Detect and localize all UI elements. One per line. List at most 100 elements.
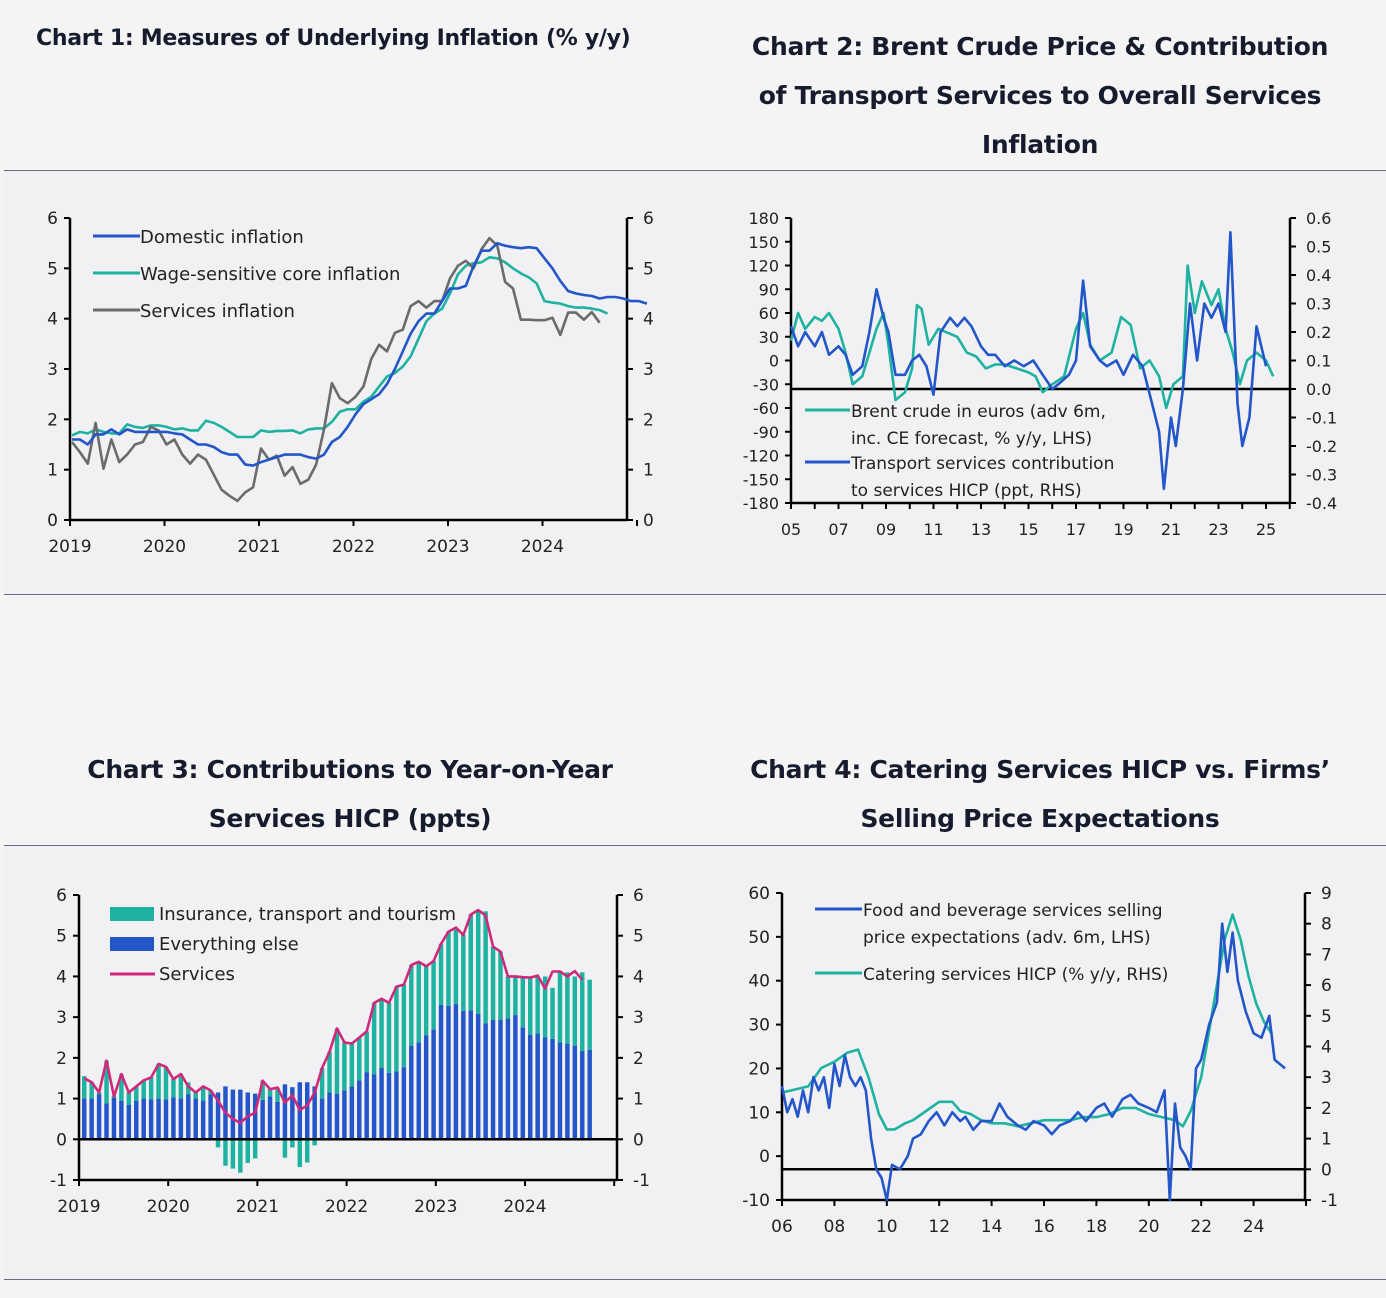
separator-top	[4, 170, 1386, 171]
chart3-bar-everything-else	[535, 1033, 540, 1140]
chart2-y-tick-label: 90	[759, 280, 779, 299]
chart3-bar-everything-else	[379, 1068, 384, 1140]
chart3-legend-swatch-insurance	[110, 907, 154, 921]
chart3-bar-everything-else	[550, 1038, 555, 1140]
chart2-x-tick-label: 09	[876, 520, 896, 539]
chart2-y2-tick-label: -0.2	[1306, 437, 1337, 456]
chart3-title-line2: Services HICP (ppts)	[208, 804, 492, 833]
chart4-y2-tick-label: 2	[1321, 1099, 1332, 1119]
chart4-x-tick-label: 24	[1243, 1217, 1265, 1237]
chart4-y-tick-label: 20	[748, 1059, 770, 1079]
chart3-bar-insurance-transport-tourism	[431, 960, 436, 1030]
chart4-x-tick-label: 10	[876, 1217, 898, 1237]
chart3-bar-everything-else	[89, 1098, 94, 1140]
chart4-title-line1: Chart 4: Catering Services HICP vs. Firm…	[750, 755, 1330, 784]
chart4-x-tick-label: 18	[1086, 1217, 1108, 1237]
chart3-y-tick-label: 0	[56, 1130, 67, 1150]
chart4-y-tick-label: 60	[748, 884, 770, 904]
chart1-x-tick-label: 2020	[143, 537, 186, 557]
chart1-legend-label: Services inflation	[140, 301, 295, 322]
chart4-title-line2: Selling Price Expectations	[860, 804, 1220, 833]
chart3-bar-insurance-transport-tourism	[334, 1028, 340, 1094]
chart3-bar-everything-else	[423, 1035, 429, 1140]
chart1-y2-tick-label: 4	[643, 310, 654, 330]
chart3-bar-insurance-transport-tourism	[416, 961, 421, 1043]
chart4-y-tick-label: 40	[748, 972, 770, 992]
chart3-bar-everything-else	[468, 1010, 473, 1140]
chart4-legend-label: Catering services HICP (% y/y, RHS)	[863, 965, 1168, 985]
chart3-bar-everything-else	[513, 1015, 518, 1140]
chart1-x-tick-label: 2019	[48, 537, 91, 557]
chart2-legend-label: Brent crude in euros (adv 6m,	[851, 402, 1106, 422]
chart3-bar-insurance-transport-tourism	[171, 1079, 176, 1098]
chart3-bar-insurance-transport-tourism	[290, 1139, 295, 1148]
chart3-bar-insurance-transport-tourism	[580, 972, 585, 1051]
chart2-y2-tick-label: 0.3	[1306, 295, 1331, 314]
chart1-y-tick-label: 4	[47, 310, 58, 330]
chart3-bar-insurance-transport-tourism	[89, 1082, 94, 1099]
chart4-title: Chart 4: Catering Services HICP vs. Firm…	[720, 745, 1360, 843]
chart1-y2-tick-label: 5	[643, 259, 654, 279]
chart2-x-tick-label: 17	[1066, 520, 1086, 539]
chart3-bar-everything-else	[528, 1034, 533, 1140]
chart3-series-services	[83, 908, 584, 1125]
chart1-x-tick-label: 2023	[426, 537, 469, 557]
chart1-series-wage-sensitive-core-inflation	[71, 256, 609, 439]
chart3-y-tick-label: 4	[56, 967, 67, 987]
chart3-bar-everything-else	[186, 1094, 191, 1140]
chart2-series-transport-contribution	[789, 231, 1268, 491]
chart2-legend-label: Transport services contribution	[850, 454, 1114, 474]
chart3-y-tick-label: 2	[56, 1049, 67, 1069]
chart2-y-tick-label: -150	[743, 470, 779, 489]
chart4-y-tick-label: 30	[748, 1016, 770, 1036]
chart3-y2-tick-label: -1	[633, 1171, 650, 1191]
chart3-title-line1: Chart 3: Contributions to Year-on-Year	[87, 755, 613, 784]
chart2-y-tick-label: -30	[753, 375, 779, 394]
chart2-y-tick-label: 0	[769, 352, 779, 371]
chart3-bar-insurance-transport-tourism	[223, 1139, 228, 1166]
chart3-bar-insurance-transport-tourism	[565, 972, 570, 1044]
chart3-bar-everything-else	[371, 1074, 377, 1140]
chart3-bar-everything-else	[461, 1011, 466, 1140]
chart4-x-tick-label: 14	[981, 1217, 1003, 1237]
chart3-bar-everything-else	[327, 1092, 332, 1140]
chart3-bar-insurance-transport-tourism	[238, 1139, 243, 1173]
chart3: -1 0 1 2 3 4 5 6 -1 0 1 2 3 4 5 6 2019 2020 2021 2022 2023 20…	[50, 886, 650, 1217]
chart4-y2-tick-label: 9	[1321, 884, 1332, 904]
chart2-y-tick-label: -90	[753, 423, 779, 442]
chart3-bar-insurance-transport-tourism	[386, 1002, 392, 1073]
chart3-bar-insurance-transport-tourism	[453, 927, 459, 1005]
chart3-bar-insurance-transport-tourism	[394, 986, 399, 1072]
chart3-bar-insurance-transport-tourism	[104, 1060, 109, 1104]
chart3-x-tick-label: 2021	[236, 1197, 279, 1217]
chart4-x-tick-label: 08	[824, 1217, 846, 1237]
chart3-bar-everything-else	[230, 1089, 236, 1140]
chart2-title: Chart 2: Brent Crude Price & Contributio…	[720, 22, 1360, 169]
chart3-bar-everything-else	[483, 1023, 488, 1140]
chart3-bar-everything-else	[82, 1098, 87, 1140]
chart3-bar-insurance-transport-tourism	[520, 976, 526, 1028]
chart3-legend-swatch-everything-else	[110, 937, 154, 951]
chart3-bar-everything-else	[312, 1086, 317, 1140]
chart4-y2-tick-label: 8	[1321, 915, 1332, 935]
chart3-bar-everything-else	[111, 1097, 117, 1140]
chart3-bar-insurance-transport-tourism	[572, 976, 578, 1046]
chart1-legend-label: Wage-sensitive core inflation	[140, 264, 400, 285]
chart3-bar-everything-else	[520, 1027, 526, 1140]
chart1: 0 1 2 3 4 5 6 0 1 2 3 4 5 6 2019 2020 2021 2022 2023 2024 Do…	[47, 209, 654, 557]
chart3-legend-label: Services	[159, 964, 235, 985]
chart4-y-tick-label: 50	[748, 928, 770, 948]
chart3-bar-insurance-transport-tourism	[357, 1037, 362, 1081]
chart3-bar-everything-else	[171, 1097, 176, 1140]
chart3-title: Chart 3: Contributions to Year-on-Year S…	[20, 745, 680, 843]
chart2-y2-tick-label: 0.4	[1306, 266, 1331, 285]
chart3-bar-everything-else	[542, 1037, 548, 1140]
chart2-y2-tick-label: 0.1	[1306, 352, 1331, 371]
chart3-bar-insurance-transport-tourism	[483, 911, 488, 1024]
chart4-y2-tick-label: 1	[1321, 1130, 1332, 1150]
chart3-bar-everything-else	[319, 1098, 325, 1140]
chart1-series-domestic-inflation	[72, 241, 648, 467]
chart3-bar-insurance-transport-tourism	[528, 977, 533, 1035]
chart4-x-tick-label: 06	[771, 1217, 793, 1237]
